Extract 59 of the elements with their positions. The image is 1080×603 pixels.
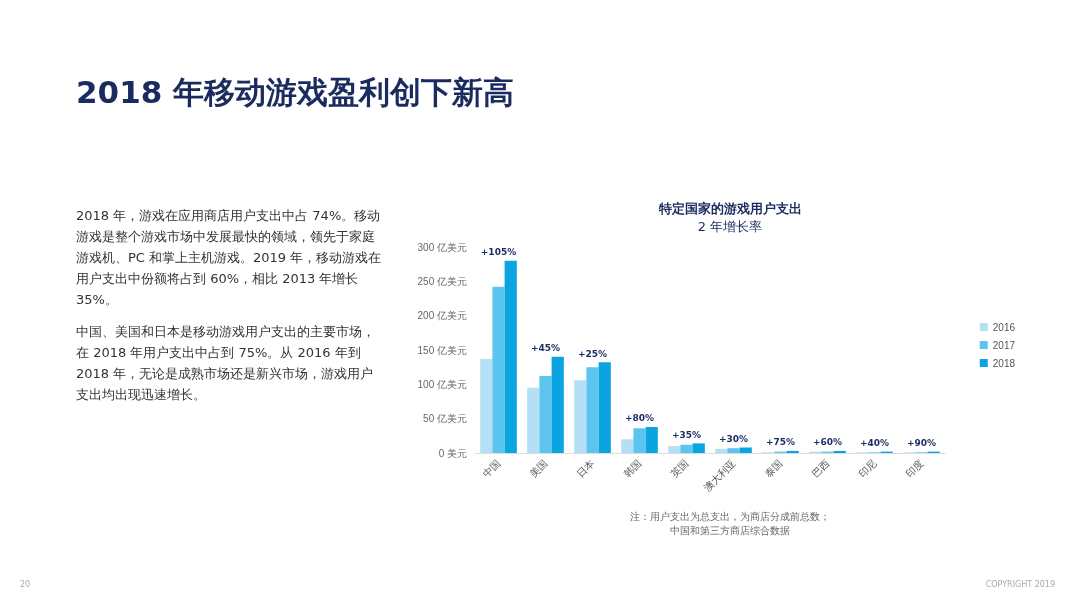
annotation: +35% [671, 429, 702, 440]
bar [727, 448, 740, 453]
text: 中国、美国和日本是移动游戏用户支出的主要市场，在 2018 年用户支出中占到 75%。从 2016 年到 2018 年，无论是成熟市场还是新兴市场，游戏用户支出均出现迅速增长。 [76, 323, 376, 404]
text: 注：用户支出为总支出，为商店分成前总数； [629, 510, 831, 524]
bar [492, 286, 505, 453]
bar [527, 387, 540, 453]
y-tick-label: 200 亿美元 [417, 310, 467, 322]
x-tick-label: 美国 [527, 457, 550, 480]
annotation: +80% [624, 413, 655, 424]
bar [504, 260, 517, 453]
legend-label: 2017 [992, 339, 1016, 351]
x-tick-label: 韩国 [621, 457, 644, 480]
bar [668, 446, 681, 453]
bar [598, 362, 611, 453]
y-tick-label: 100 亿美元 [417, 378, 467, 390]
legend-label: 2018 [992, 357, 1016, 369]
text: 中国和第三方商店综合数据 [669, 524, 791, 538]
annotation: +105% [480, 247, 517, 258]
x-tick-label: 中国 [480, 457, 503, 480]
annotation: +90% [906, 438, 937, 449]
y-tick-label: 300 亿美元 [417, 241, 467, 253]
text: 20 [20, 580, 31, 589]
chart-title: 2018 年移动游戏盈利创下新高 [76, 73, 515, 112]
annotation: +25% [577, 348, 608, 359]
legend-label: 2016 [992, 321, 1016, 333]
x-tick-label: 印尼 [856, 457, 879, 480]
x-tick-label: 澳大利亚 [701, 457, 738, 494]
x-tick-label: 英国 [668, 457, 691, 480]
x-tick-label: 日本 [574, 457, 597, 480]
annotation: +75% [765, 437, 796, 448]
y-tick-label: 150 亿美元 [417, 344, 467, 356]
bar [621, 439, 634, 453]
chart-subtitle: 特定国家的游戏用户支出 [657, 200, 803, 218]
bar [692, 443, 705, 453]
bar [633, 428, 646, 453]
y-tick-label: 0 美元 [438, 447, 467, 459]
y-tick-label: 250 亿美元 [417, 275, 467, 287]
x-tick-label: 印度 [903, 457, 926, 480]
annotation: +60% [812, 437, 843, 448]
bar [715, 448, 728, 453]
text: 2 年增长率 [696, 218, 764, 236]
annotation: +40% [859, 438, 890, 449]
bar [586, 367, 599, 453]
bar [480, 358, 493, 453]
text: COPYRIGHT 2019 [985, 580, 1055, 589]
bar [539, 376, 552, 453]
bar [645, 426, 658, 453]
annotation: +30% [718, 434, 749, 445]
x-tick-label: 巴西 [809, 457, 832, 480]
bar [833, 450, 846, 453]
bar [786, 450, 799, 453]
text: 2018 年，游戏在应用商店用户支出中占 74%。移动游戏是整个游戏市场中发展最快的领域，领先于家庭游戏机、PC 和掌上主机游戏。2019 年，移动游戏在用户支出中份额将占到 60%，相比 2013 年增长 35%。 [76, 207, 383, 309]
bar [574, 380, 587, 453]
bar [551, 356, 564, 453]
x-tick-label: 泰国 [762, 457, 785, 480]
annotation: +45% [530, 343, 561, 354]
y-tick-label: 50 亿美元 [423, 413, 467, 425]
bar [680, 444, 693, 453]
bar [739, 447, 752, 453]
